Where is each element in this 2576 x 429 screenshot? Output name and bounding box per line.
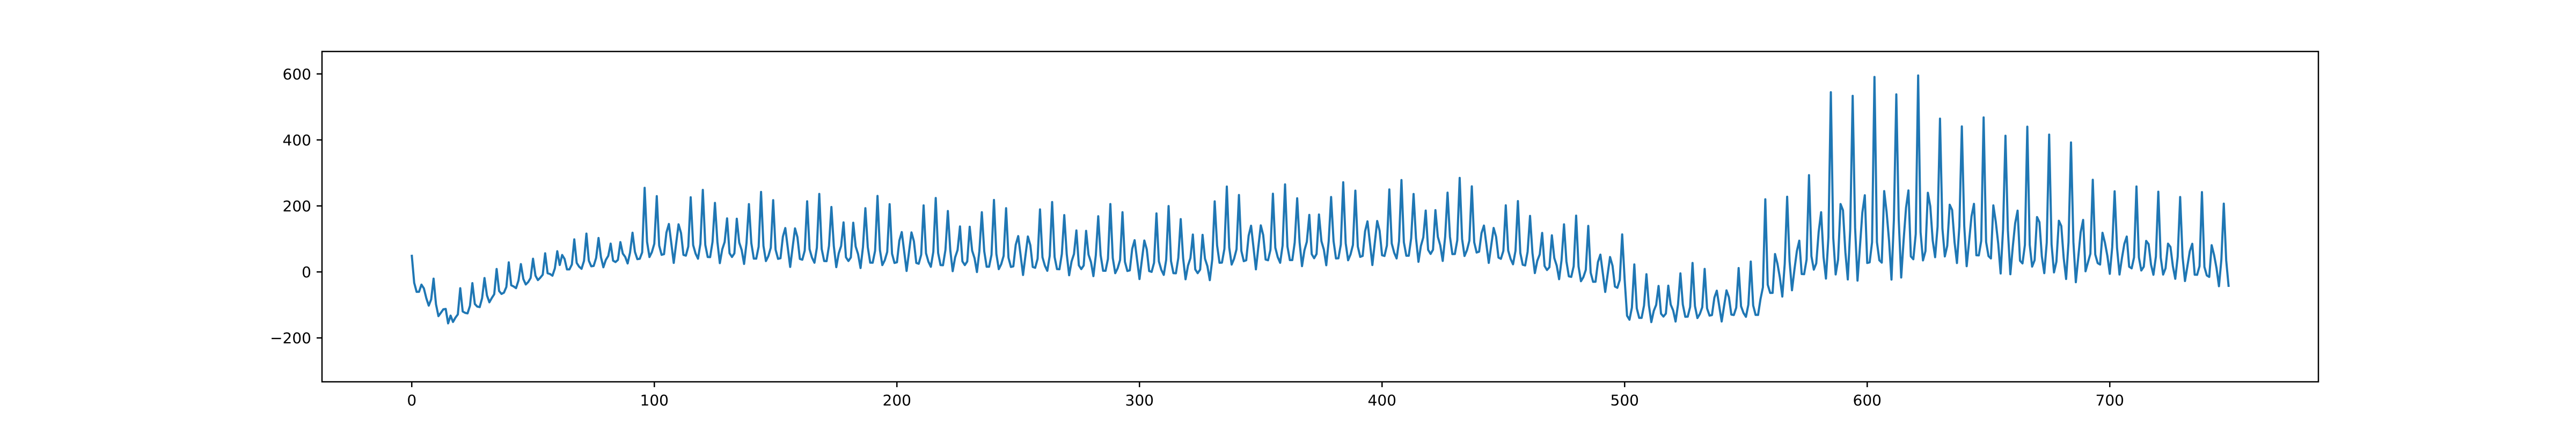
y-tick-label: 200 — [283, 197, 311, 215]
x-tick-label: 0 — [407, 391, 416, 409]
axes: 0 100 200 300 400 500 600 700 −200 0 200 400 600 — [270, 50, 2319, 409]
x-tick-label: 600 — [1853, 391, 1882, 409]
axes-frame — [321, 50, 2319, 383]
x-tick-label: 500 — [1611, 391, 1639, 409]
x-tick-label: 100 — [640, 391, 669, 409]
y-tick-label: 400 — [283, 131, 311, 149]
plot-area — [411, 74, 2230, 324]
x-tick-label: 700 — [2096, 391, 2124, 409]
y-tick-label: 600 — [283, 65, 311, 83]
y-tick-label: −200 — [270, 329, 311, 347]
x-tick-label: 200 — [883, 391, 911, 409]
y-tick-label: 0 — [302, 263, 311, 281]
x-tick-label: 400 — [1368, 391, 1396, 409]
x-tick-label: 300 — [1125, 391, 1154, 409]
series-line — [411, 74, 2230, 324]
